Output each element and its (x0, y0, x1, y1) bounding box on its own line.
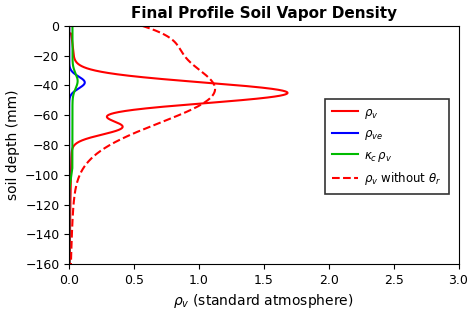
$\rho_v$ without $\theta_r$ (70, 212, 76, 216)
$\rho_v$ (96, 134, 101, 137)
$\kappa_c\,\rho_v$ (70, 134, 75, 137)
Line: $\rho_v$ without $\theta_r$: $\rho_v$ without $\theta_r$ (71, 26, 215, 264)
$\rho_v$ (67, 255, 73, 259)
$\rho_{ve}$ (66, 140, 72, 144)
Legend: $\rho_v$, $\rho_{ve}$, $\kappa_c\,\rho_v$, $\rho_v$ without $\theta_r$: $\rho_v$, $\rho_{ve}$, $\kappa_c\,\rho_v… (325, 99, 449, 194)
$\kappa_c\,\rho_v$ (66, 212, 72, 216)
X-axis label: $\rho_v$ (standard atmosphere): $\rho_v$ (standard atmosphere) (173, 292, 354, 310)
$\rho_{ve}$ (66, 262, 72, 266)
Y-axis label: soil depth (mm): soil depth (mm) (6, 90, 19, 200)
$\rho_v$ without $\theta_r$ (139, 24, 145, 28)
$\rho_v$ (66, 24, 72, 28)
Line: $\rho_{ve}$: $\rho_{ve}$ (69, 26, 85, 264)
$\kappa_c\,\rho_v$ (66, 262, 72, 266)
$\kappa_c\,\rho_v$ (66, 255, 72, 259)
Title: Final Profile Soil Vapor Density: Final Profile Soil Vapor Density (131, 6, 397, 21)
$\rho_{ve}$ (66, 24, 72, 28)
$\rho_v$ (67, 262, 73, 266)
$\kappa_c\,\rho_v$ (70, 140, 75, 144)
$\rho_{ve}$ (66, 36, 72, 40)
$\kappa_c\,\rho_v$ (70, 36, 75, 40)
$\rho_v$ without $\theta_r$ (68, 255, 74, 259)
$\rho_{ve}$ (66, 134, 72, 137)
$\rho_{ve}$ (66, 255, 72, 259)
Line: $\kappa_c\,\rho_v$: $\kappa_c\,\rho_v$ (69, 26, 78, 264)
$\rho_v$ without $\theta_r$ (113, 140, 118, 144)
$\rho_{ve}$ (66, 255, 72, 259)
$\rho_{ve}$ (66, 212, 72, 216)
$\rho_v$ (67, 255, 73, 259)
Line: $\rho_v$: $\rho_v$ (69, 26, 288, 264)
$\rho_v$ without $\theta_r$ (126, 134, 132, 137)
$\kappa_c\,\rho_v$ (70, 24, 75, 28)
$\rho_v$ without $\theta_r$ (167, 36, 173, 40)
$\kappa_c\,\rho_v$ (66, 255, 72, 259)
$\rho_v$ without $\theta_r$ (68, 262, 74, 266)
$\rho_v$ (69, 36, 74, 40)
$\rho_v$ without $\theta_r$ (68, 255, 74, 259)
$\rho_v$ (67, 212, 73, 216)
$\rho_v$ (76, 140, 82, 144)
